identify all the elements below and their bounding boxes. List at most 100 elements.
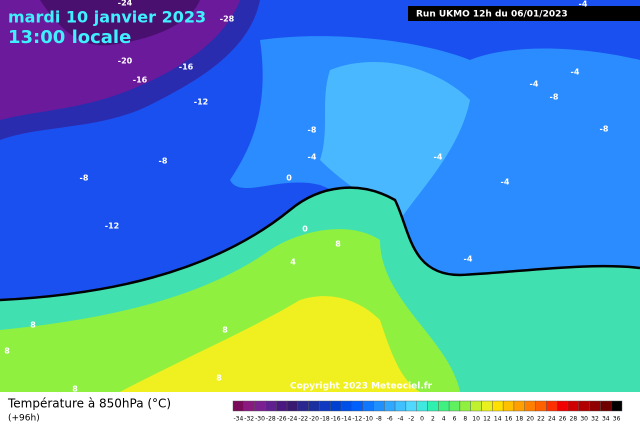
contour-label: -16 — [133, 76, 148, 85]
colorbar-swatch — [286, 400, 299, 412]
contour-label: 8 — [30, 321, 36, 330]
colorbar-label: 14 — [494, 416, 502, 423]
colorbar-swatch — [513, 400, 525, 412]
colorbar-swatch — [265, 400, 277, 412]
colorbar-label: -28 — [266, 416, 276, 423]
contour-label: -8 — [550, 93, 559, 102]
contour-label: -16 — [179, 63, 194, 72]
colorbar-label: -4 — [397, 416, 403, 423]
colorbar-label: 32 — [591, 416, 599, 423]
contour-label: -8 — [600, 125, 609, 134]
colorbar-swatch — [438, 400, 450, 412]
colorbar-swatch — [373, 400, 385, 412]
contour-label: -8 — [308, 126, 317, 135]
contour-label: -4 — [308, 153, 317, 162]
contour-label: -8 — [80, 174, 89, 183]
contour-label: 8 — [4, 347, 10, 356]
legend-lead: (+96h) — [8, 414, 40, 424]
colorbar-label: -6 — [387, 416, 393, 423]
colorbar-swatch — [524, 400, 536, 412]
contour-label: 0 — [302, 225, 308, 234]
colorbar-swatch — [416, 400, 428, 412]
mild-core — [320, 61, 470, 220]
colorbar-label: 20 — [526, 416, 534, 423]
colorbar-label: 30 — [580, 416, 588, 423]
colorbar-label: 36 — [613, 416, 621, 423]
colorbar-swatch — [362, 400, 374, 412]
colorbar-label: -2 — [408, 416, 414, 423]
contour-label: -28 — [220, 15, 235, 24]
colorbar-label: -8 — [376, 416, 382, 423]
colorbar-swatch — [351, 400, 363, 412]
contour-label: 8 — [335, 240, 341, 249]
colorbar-swatch — [556, 400, 569, 412]
colorbar-swatch — [567, 400, 579, 412]
colorbar-swatch — [319, 400, 331, 412]
colorbar-label: 28 — [570, 416, 578, 423]
colorbar-label: -34 — [233, 416, 243, 423]
colorbar-swatch — [610, 400, 623, 412]
colorbar-swatch — [254, 400, 266, 412]
colorbar-swatch — [232, 400, 245, 412]
colorbar-label: -16 — [331, 416, 341, 423]
colorbar-swatch — [546, 400, 558, 412]
colorbar-label: 8 — [463, 416, 467, 423]
colorbar-label: -26 — [277, 416, 287, 423]
colorbar-swatch — [589, 400, 601, 412]
colorbar-label: 4 — [442, 416, 446, 423]
map-time: 13:00 locale — [8, 27, 131, 48]
colorbar-label: -22 — [298, 416, 308, 423]
colorbar-swatch — [276, 400, 288, 412]
colorbar-label: 10 — [472, 416, 480, 423]
contour-label: 0 — [286, 174, 292, 183]
colorbar-label: -24 — [288, 416, 298, 423]
colorbar-swatch — [243, 400, 255, 412]
colorbar-label: -12 — [352, 416, 362, 423]
colorbar-swatch — [330, 400, 342, 412]
colorbar-label: 12 — [483, 416, 491, 423]
colorbar-label: 22 — [537, 416, 545, 423]
colorbar-label: -10 — [363, 416, 373, 423]
legend-title: Température à 850hPa (°C) — [7, 397, 171, 411]
contour-label: -8 — [159, 157, 168, 166]
cold-core-inner — [40, 0, 200, 46]
colorbar-swatch — [308, 400, 320, 412]
contour-label: 4 — [290, 258, 296, 267]
map-date: mardi 10 janvier 2023 — [8, 8, 206, 27]
colorbar-label: 26 — [559, 416, 567, 423]
contour-label: 8 — [222, 326, 228, 335]
colorbar-swatch — [427, 400, 439, 412]
colorbar-label: 34 — [602, 416, 610, 423]
contour-label: -4 — [571, 68, 580, 77]
warmest-region — [120, 296, 420, 392]
colorbar-swatch — [470, 400, 482, 412]
colorbar-label: -18 — [320, 416, 330, 423]
zero-isotherm — [0, 186, 640, 302]
colorbar-swatch — [340, 400, 353, 412]
copyright: Copyright 2023 Meteociel.fr — [290, 382, 433, 392]
colorbar-swatch — [459, 400, 471, 412]
contour-label: -12 — [194, 98, 208, 107]
colorbar-label: -30 — [255, 416, 265, 423]
colorbar-swatch — [578, 400, 590, 412]
run-box — [408, 6, 640, 21]
colorbar-label: 6 — [453, 416, 457, 423]
colorbar-swatch — [600, 400, 612, 412]
contour-label: 8 — [72, 385, 78, 394]
colorbar-label: 2 — [431, 416, 435, 423]
colorbar-label: 18 — [516, 416, 524, 423]
colorbar-swatch — [384, 400, 396, 412]
contour-label: -12 — [105, 222, 119, 231]
contour-label: -4 — [530, 80, 539, 89]
colorbar-swatch — [481, 400, 493, 412]
colorbar-label: -20 — [309, 416, 319, 423]
colorbar-label: 0 — [420, 416, 424, 423]
colorbar-swatch — [535, 400, 547, 412]
colorbar-label: 16 — [505, 416, 513, 423]
colorbar-swatch — [448, 400, 461, 412]
contour-label: -4 — [464, 255, 473, 264]
colorbar-swatch — [394, 400, 407, 412]
colorbar-label: -32 — [244, 416, 254, 423]
colorbar-label: 24 — [548, 416, 556, 423]
